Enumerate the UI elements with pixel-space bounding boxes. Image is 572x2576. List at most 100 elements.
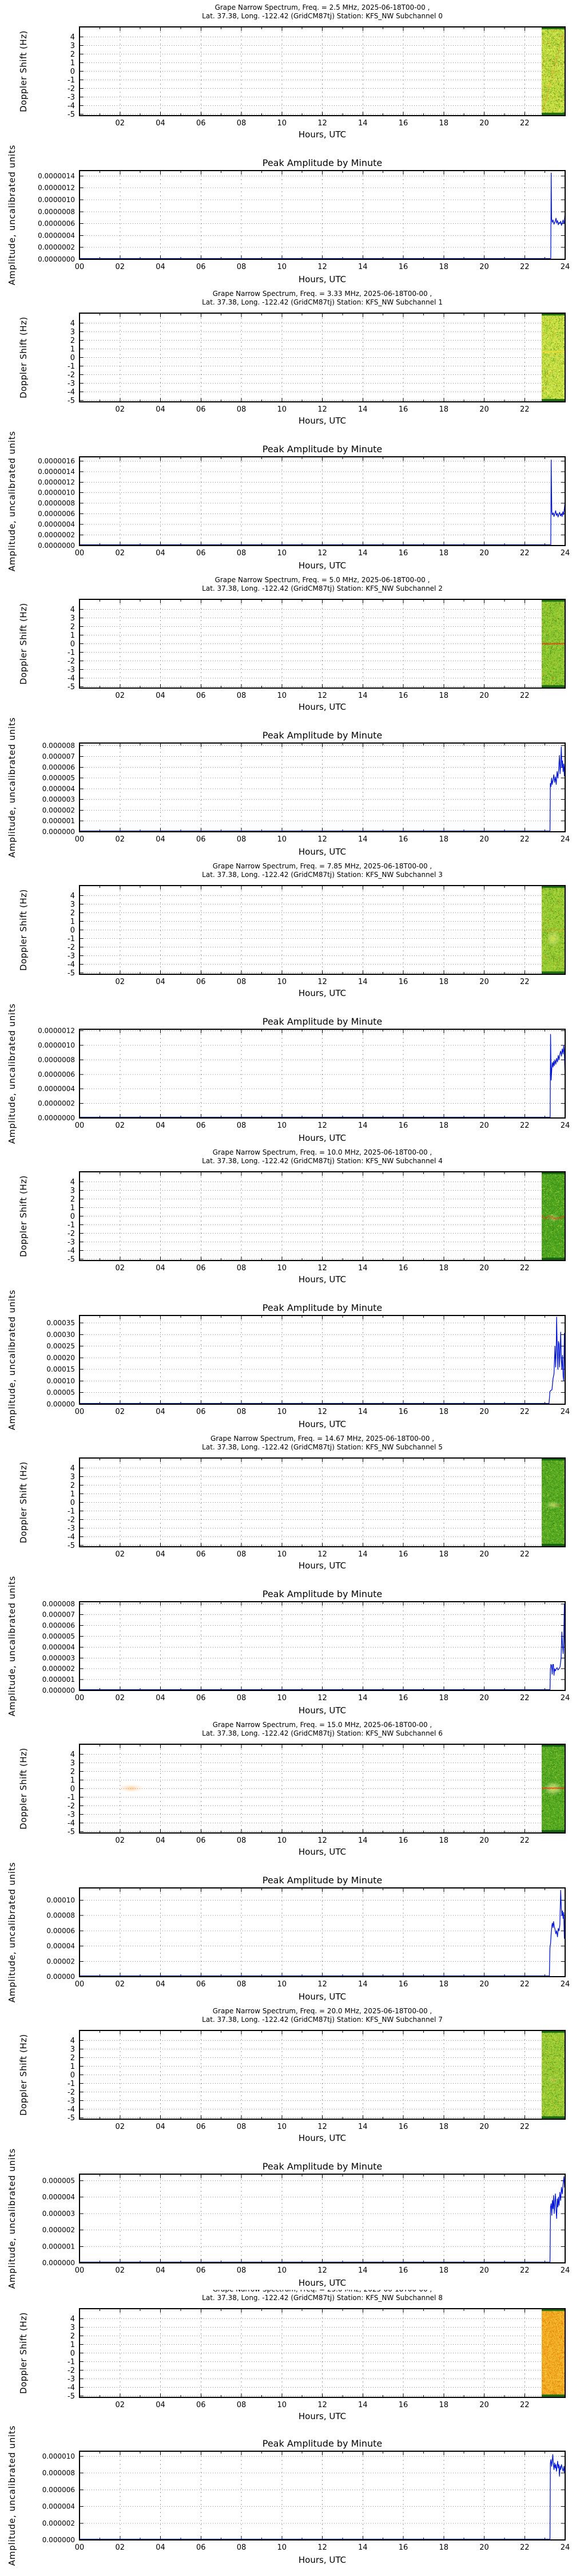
spectrum-ytick-label: -5 [67, 110, 75, 119]
amplitude-xtick-label: 12 [317, 835, 327, 844]
spectrum-xtick-label: 02 [115, 978, 125, 986]
spectrum-ytick-label: -5 [67, 1255, 75, 1264]
amplitude-ytick-label: 0.000000 [42, 1686, 75, 1694]
spectrum-ytick-label: 0 [70, 1499, 75, 1507]
amplitude-xtick-label: 20 [479, 835, 489, 844]
spectrum-xtick-label: 14 [358, 1836, 368, 1845]
spectrum-ytick-label: 4 [70, 33, 75, 42]
amplitude-ytick-label: 0.00002 [46, 1957, 75, 1965]
spectrum-ytick-label: -3 [67, 2375, 75, 2384]
amplitude-ytick-label: 0.00000 [46, 1973, 75, 1981]
spectrum-xtick-label: 12 [317, 692, 327, 700]
amplitude-xtick-label: 08 [237, 549, 247, 558]
amplitude-xtick-label: 12 [317, 263, 327, 271]
amplitude-frame [79, 1601, 566, 1691]
spectrum-xtick-label: 22 [520, 119, 530, 128]
amplitude-xtick-label: 12 [317, 1408, 327, 1416]
spectrum-ytick-label: -4 [67, 388, 75, 397]
spectrum-ytick-label: 2 [70, 1768, 75, 1776]
spectrum-ytick-label: 2 [70, 2054, 75, 2063]
amplitude-series-group [80, 2176, 565, 2262]
amplitude-xtick-label: 02 [115, 2266, 125, 2275]
subchannel-2-panel: Grape Narrow Spectrum, Freq. = 5.0 MHz, … [0, 572, 572, 859]
amplitude-title: Peak Amplitude by Minute [263, 1302, 383, 1313]
spectrum-xtick-label: 04 [156, 405, 165, 414]
amplitude-xtick-label: 24 [561, 263, 570, 271]
amplitude-ytick-label: 0.000002 [42, 2519, 75, 2527]
amplitude-ytick-label: 0.0000000 [38, 255, 75, 263]
amplitude-ytick-label: 0.000004 [42, 1643, 75, 1651]
spectrogram-band-5 [542, 1459, 565, 1546]
spectrum-xtick-label: 10 [277, 1264, 287, 1273]
spectrum-ytick-label: 1 [70, 2341, 75, 2349]
spectrum-xtick-label: 18 [439, 978, 448, 986]
amplitude-xtick-label: 12 [317, 2266, 327, 2275]
spectrum-xtick-label: 08 [237, 692, 247, 700]
spectrum-ytick-label: -1 [67, 935, 75, 943]
spectrum-xtick-label: 06 [196, 1550, 206, 1559]
amplitude-title: Peak Amplitude by Minute [263, 1875, 383, 1886]
amplitude-xtick-label: 02 [115, 549, 125, 558]
amplitude-series-group [80, 459, 565, 545]
amplitude-xtick-label: 10 [277, 1121, 287, 1130]
spectrum-xtick-label: 10 [277, 1550, 287, 1559]
amplitude-ytick-label: 0.000005 [42, 774, 75, 782]
amplitude-xtick-label: 14 [358, 1980, 368, 1989]
amplitude-xtick-label: 06 [196, 2266, 206, 2275]
amplitude-ytick-label: 0.00004 [46, 1942, 75, 1950]
amplitude-xaxis-label: Hours, UTC [299, 847, 346, 857]
amplitude-xtick-label: 22 [520, 1408, 530, 1416]
spectrum-ytick-label: -3 [67, 1524, 75, 1533]
amplitude-xtick-label: 06 [196, 2543, 206, 2552]
spectrum-xtick-label: 14 [358, 1550, 368, 1559]
amplitude-frame [79, 1315, 566, 1405]
amplitude-xtick-label: 16 [399, 549, 408, 558]
spectrum-xtick-label: 12 [317, 405, 327, 414]
amplitude-xtick-label: 04 [156, 263, 165, 271]
spectrum-xtick-label: 10 [277, 405, 287, 414]
amplitude-yaxis-label: Amplitude, uncalibrated units [7, 2425, 17, 2566]
spectrum-title-line2: Lat. 37.38, Long. -122.42 (GridCM87tj) S… [202, 12, 443, 20]
amplitude-xtick-label: 18 [439, 1408, 448, 1416]
amplitude-ytick-label: 0.0000016 [38, 457, 75, 465]
amplitude-xtick-label: 14 [358, 1694, 368, 1702]
spectrum-yaxis-label: Doppler Shift (Hz) [18, 2312, 29, 2394]
amplitude-ytick-label: 0.0000010 [38, 489, 75, 497]
amplitude-ytick-label: 0.00020 [46, 1354, 75, 1362]
amplitude-ytick-label: 0.0000004 [38, 231, 75, 239]
spectrum-ytick-label: 3 [70, 42, 75, 50]
spectrum-xtick-label: 06 [196, 1264, 206, 1273]
amplitude-xtick-label: 06 [196, 1121, 206, 1130]
spectrum-xtick-label: 14 [358, 1264, 368, 1273]
amplitude-series-group [80, 746, 565, 831]
plots-svg-2: Grape Narrow Spectrum, Freq. = 5.0 MHz, … [7, 576, 570, 858]
amplitude-ytick-label: 0.000005 [42, 1632, 75, 1640]
subchannel-3-panel: Grape Narrow Spectrum, Freq. = 7.85 MHz,… [0, 859, 572, 1145]
spectrum-ytick-label: -1 [67, 1221, 75, 1230]
spectrum-ytick-label: 0 [70, 354, 75, 362]
spectrum-yaxis-label: Doppler Shift (Hz) [18, 1175, 29, 1257]
spectrum-xtick-label: 10 [277, 2123, 287, 2131]
amplitude-ytick-label: 0.0000002 [38, 531, 75, 539]
spectrum-xtick-label: 12 [317, 1550, 327, 1559]
spectrum-ytick-label: 1 [70, 1490, 75, 1499]
amplitude-xtick-label: 02 [115, 1121, 125, 1130]
spectrum-xtick-label: 02 [115, 1550, 125, 1559]
spectrum-xtick-label: 06 [196, 692, 206, 700]
spectrum-xtick-label: 16 [399, 1836, 408, 1845]
spectrum-xtick-label: 18 [439, 1836, 448, 1845]
amplitude-xtick-label: 22 [520, 549, 530, 558]
amplitude-xtick-label: 18 [439, 1121, 448, 1130]
amplitude-ytick-label: 0.000000 [42, 2536, 75, 2544]
amplitude-xtick-label: 10 [277, 835, 287, 844]
amplitude-xtick-label: 18 [439, 1980, 448, 1989]
spectrum-xtick-label: 16 [399, 978, 408, 986]
spectrum-xtick-label: 16 [399, 1264, 408, 1273]
amplitude-xtick-label: 00 [75, 835, 85, 844]
spectrum-ytick-label: 2 [70, 1481, 75, 1490]
spectrum-xtick-label: 18 [439, 2123, 448, 2131]
plots-svg-0: Grape Narrow Spectrum, Freq. = 2.5 MHz, … [7, 3, 570, 285]
amplitude-xtick-label: 20 [479, 1694, 489, 1702]
spectrum-ytick-label: 2 [70, 337, 75, 345]
